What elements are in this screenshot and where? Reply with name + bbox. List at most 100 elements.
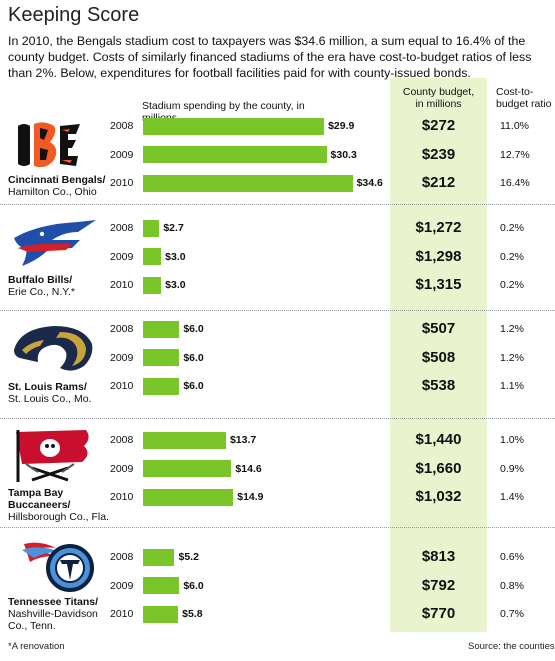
county-budget-value: $813 (421, 548, 456, 565)
cost-to-budget-ratio: 12.7% (500, 148, 530, 161)
budget-header-line2: in millions (415, 98, 462, 110)
county-budget-value: $508 (421, 348, 456, 366)
year-label: 2009 (110, 579, 134, 592)
county-budget-column-bg (390, 78, 487, 632)
team-label-titans: Tennessee Titans/ Nashville-Davidson Co.… (8, 596, 108, 632)
year-label: 2010 (110, 608, 134, 620)
team-name: Tennessee Titans/ (8, 596, 99, 608)
team-county: St. Louis Co., Mo. (8, 393, 92, 405)
budget-header-line1: County budget, (402, 86, 475, 98)
spending-bar (143, 117, 325, 135)
county-budget-value: $1,440 (415, 431, 462, 448)
buccaneers-logo (16, 430, 89, 482)
cost-to-budget-ratio: 0.2% (500, 250, 524, 263)
year-label: 2009 (110, 250, 134, 263)
county-budget-value: $507 (421, 320, 456, 337)
spending-bar (143, 577, 180, 594)
county-budget-value: $770 (421, 605, 456, 622)
year-label: 2008 (110, 434, 134, 446)
rams-logo (14, 326, 93, 371)
year-label: 2008 (110, 551, 134, 563)
intro-text: In 2010, the Bengals stadium cost to tax… (8, 34, 532, 80)
spending-value: $6.0 (183, 351, 204, 364)
cost-to-budget-ratio: 11.0% (500, 120, 529, 132)
year-label: 2010 (110, 177, 134, 189)
cost-to-budget-ratio: 1.4% (500, 491, 524, 503)
spending-value: $3.0 (165, 279, 186, 291)
team-name: Cincinnati Bengals/ (8, 174, 106, 186)
cost-to-budget-ratio: 1.0% (500, 434, 524, 446)
spending-value: $6.0 (183, 579, 204, 592)
spending-value: $34.6 (356, 177, 383, 189)
ratio-header: Cost-to- budget ratio (496, 86, 555, 110)
year-label: 2009 (110, 462, 134, 475)
year-label: 2008 (110, 323, 134, 335)
cost-to-budget-ratio: 16.4% (500, 177, 530, 189)
spending-value: $29.9 (328, 120, 355, 132)
spending-bar (143, 431, 226, 449)
team-name: Buffalo Bills/ (8, 274, 73, 286)
year-label: 2010 (110, 491, 134, 503)
year-label: 2008 (110, 222, 134, 234)
county-budget-value: $1,315 (415, 276, 462, 293)
cost-to-budget-ratio: 0.7% (500, 608, 524, 620)
spending-value: $5.8 (182, 608, 203, 620)
spending-value: $30.3 (330, 148, 357, 161)
county-budget-value: $1,660 (415, 459, 462, 477)
year-label: 2009 (110, 351, 134, 364)
county-budget-value: $1,272 (415, 219, 462, 236)
spending-value: $14.6 (235, 462, 262, 475)
group-separator (0, 310, 555, 311)
spending-value: $3.0 (165, 250, 186, 263)
team-label-bengals: Cincinnati Bengals/ Hamilton Co., Ohio (8, 174, 105, 198)
team-county: Erie Co., N.Y.* (8, 286, 75, 298)
group-separator (0, 527, 555, 528)
year-label: 2010 (110, 380, 134, 392)
spending-bar (143, 349, 180, 366)
source-note: Source: the counties (468, 641, 555, 652)
spending-bar (143, 460, 232, 477)
cost-to-budget-ratio: 1.1% (500, 380, 524, 392)
ratio-header-line2: budget ratio (496, 98, 552, 110)
county-budget-value: $792 (421, 576, 456, 594)
group-separator (0, 418, 555, 419)
cost-to-budget-ratio: 0.8% (500, 579, 524, 592)
team-county: Hillsborough Co., Fla. (8, 511, 109, 523)
ratio-header-line1: Cost-to- (496, 86, 534, 98)
year-label: 2008 (110, 120, 134, 132)
spending-value: $14.9 (237, 491, 264, 503)
spending-bar (143, 174, 353, 192)
cost-to-budget-ratio: 0.9% (500, 462, 524, 475)
page-title: Keeping Score (8, 4, 140, 26)
spending-bar (143, 146, 327, 163)
year-label: 2010 (110, 279, 134, 291)
county-budget-value: $1,298 (415, 247, 462, 265)
team-county: Nashville-Davidson Co., Tenn. (8, 608, 98, 632)
team-label-rams: St. Louis Rams/ St. Louis Co., Mo. (8, 381, 91, 405)
spending-bar (143, 548, 175, 566)
spending-value: $5.2 (178, 551, 199, 563)
county-budget-value: $212 (421, 174, 456, 191)
footnote: *A renovation (8, 641, 65, 652)
budget-header: County budget, in millions (390, 86, 487, 110)
team-name: St. Louis Rams/ (8, 381, 87, 393)
spending-bar (143, 248, 162, 265)
spending-value: $6.0 (183, 323, 204, 335)
year-label: 2009 (110, 148, 134, 161)
spending-bar (143, 276, 162, 294)
county-budget-value: $538 (421, 377, 456, 394)
county-budget-value: $272 (421, 117, 456, 134)
titans-logo (22, 542, 94, 592)
team-name: Tampa Bay Buccaneers/ (8, 487, 71, 511)
team-county: Hamilton Co., Ohio (8, 186, 97, 198)
team-label-buccaneers: Tampa Bay Buccaneers/ Hillsborough Co., … (8, 487, 118, 523)
cost-to-budget-ratio: 0.2% (500, 279, 524, 291)
county-budget-value: $1,032 (415, 488, 462, 505)
county-budget-value: $239 (421, 145, 456, 163)
team-label-bills: Buffalo Bills/ Erie Co., N.Y.* (8, 274, 75, 298)
spending-bar (143, 488, 234, 506)
cost-to-budget-ratio: 0.6% (500, 551, 524, 563)
cost-to-budget-ratio: 1.2% (500, 323, 524, 335)
spending-value: $13.7 (229, 434, 257, 446)
spending-value: $6.0 (183, 380, 204, 392)
